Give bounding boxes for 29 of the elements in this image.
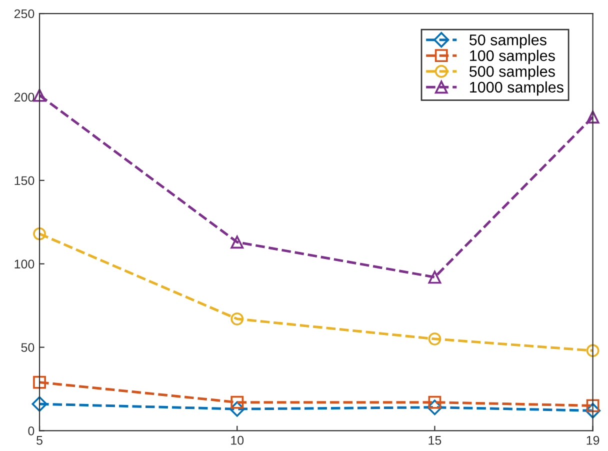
y-tick-label: 50 bbox=[21, 343, 34, 352]
point bbox=[428, 332, 442, 346]
point bbox=[428, 270, 442, 284]
point bbox=[230, 312, 244, 326]
y-tick-label: 0 bbox=[28, 426, 34, 436]
point bbox=[33, 88, 46, 102]
y-tick-label: 250 bbox=[14, 9, 34, 18]
point bbox=[586, 110, 600, 124]
x-tick-label: 5 bbox=[36, 436, 42, 445]
point bbox=[230, 236, 244, 249]
point bbox=[586, 399, 600, 412]
y-tick-label: 200 bbox=[14, 92, 34, 102]
point bbox=[32, 396, 48, 412]
point bbox=[229, 401, 245, 417]
legend-label: 50 samples bbox=[469, 34, 546, 48]
legend-label: 1000 samples bbox=[470, 81, 564, 96]
x-tick-label: 19 bbox=[586, 436, 600, 445]
point bbox=[426, 400, 442, 416]
point bbox=[428, 396, 442, 409]
x-tick-label: 10 bbox=[231, 436, 244, 445]
point bbox=[33, 227, 46, 240]
point bbox=[586, 344, 600, 358]
point bbox=[585, 402, 601, 418]
legend-label: 100 samples bbox=[470, 50, 555, 64]
legend-label: 500 samples bbox=[469, 66, 555, 80]
x-tick-label: 15 bbox=[428, 436, 442, 445]
point bbox=[33, 376, 46, 389]
y-tick-label: 150 bbox=[14, 176, 34, 186]
y-tick-label: 100 bbox=[14, 260, 34, 268]
